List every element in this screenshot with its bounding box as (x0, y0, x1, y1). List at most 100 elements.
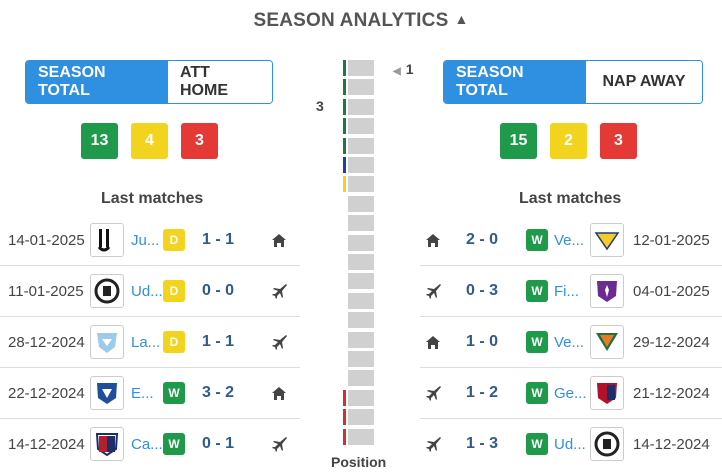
match-row[interactable]: 1 - 3 W Ud... 14-12-2024 (424, 419, 719, 469)
row-divider (420, 265, 722, 266)
position-zone-marker (343, 98, 346, 115)
match-date: 14-12-2024 (8, 435, 85, 453)
position-slot (348, 157, 374, 173)
left-losses-badge: 3 (181, 123, 218, 159)
position-slot (348, 195, 374, 212)
team-name[interactable]: Fi... (554, 282, 579, 300)
match-score: 3 - 2 (202, 384, 235, 401)
position-zone-marker (343, 428, 346, 445)
match-date: 04-01-2025 (633, 282, 710, 300)
position-slot (348, 292, 374, 309)
result-badge: W (526, 433, 548, 455)
result-badge: D (163, 280, 185, 302)
team-logo (90, 325, 124, 359)
team-name[interactable]: La... (131, 333, 161, 351)
position-slot (348, 60, 374, 76)
right-tab-nap-away[interactable]: NAP AWAY (586, 61, 702, 103)
position-title: Position (331, 454, 387, 470)
result-badge: W (163, 433, 185, 455)
match-row[interactable]: 1 - 0 W Ve... 29-12-2024 (424, 317, 719, 367)
team-logo (590, 427, 624, 461)
team-logo (590, 325, 624, 359)
team-name[interactable]: Ca... (131, 435, 163, 453)
arrow-left-icon: ◀ (393, 66, 401, 77)
match-row[interactable]: 14-12-2024 Ca... W 0 - 1 (8, 419, 308, 469)
position-zone-marker (343, 137, 346, 154)
left-draws-badge: 4 (131, 123, 168, 159)
match-row[interactable]: 1 - 2 W Ge... 21-12-2024 (424, 368, 719, 418)
row-divider (0, 316, 300, 317)
match-row[interactable]: 11-01-2025 Ud... D 0 - 0 (8, 266, 308, 316)
match-date: 28-12-2024 (8, 333, 85, 351)
header-title: SEASON ANALYTICS (253, 10, 449, 31)
position-slot (348, 312, 374, 329)
left-tab-att-home[interactable]: ATT HOME (168, 61, 272, 103)
row-divider (0, 265, 300, 266)
team-name[interactable]: Ve... (554, 231, 585, 249)
result-badge: D (163, 331, 185, 353)
row-divider (0, 418, 300, 419)
position-slot (348, 254, 374, 270)
result-badge: W (526, 280, 548, 302)
team-name[interactable]: Ge... (554, 384, 587, 402)
team-logo (90, 223, 124, 257)
position-slot (348, 273, 374, 290)
right-losses-badge: 3 (600, 123, 637, 159)
left-tab-season-total[interactable]: SEASON TOTAL (26, 61, 168, 103)
position-slot (348, 370, 374, 387)
chevron-up-icon: ▲ (454, 11, 469, 27)
right-draws-badge: 2 (550, 123, 587, 159)
match-score: 2 - 0 (466, 231, 499, 248)
match-row[interactable]: 22-12-2024 E... W 3 - 2 (8, 368, 308, 418)
match-row[interactable]: 28-12-2024 La... D 1 - 1 (8, 317, 308, 367)
plane-icon (424, 435, 442, 453)
left-tabs: SEASON TOTAL ATT HOME (25, 60, 273, 104)
match-row[interactable]: 14-01-2025 Ju... D 1 - 1 (8, 215, 308, 265)
team-name[interactable]: Ud... (131, 282, 163, 300)
match-row[interactable]: 0 - 3 W Fi... 04-01-2025 (424, 266, 719, 316)
team-logo (90, 427, 124, 461)
team-name[interactable]: Ju... (131, 231, 160, 249)
right-tab-season-total[interactable]: SEASON TOTAL (444, 61, 586, 103)
match-score: 0 - 1 (202, 435, 235, 452)
season-analytics-header[interactable]: SEASON ANALYTICS ▲ (0, 10, 722, 32)
team-name[interactable]: Ve... (554, 333, 585, 351)
match-score: 1 - 2 (466, 384, 499, 401)
team-name[interactable]: Ud... (554, 435, 586, 453)
team-logo (590, 223, 624, 257)
row-divider (420, 316, 722, 317)
match-score: 0 - 3 (466, 282, 499, 299)
match-row[interactable]: 2 - 0 W Ve... 12-01-2025 (424, 215, 719, 265)
result-badge: W (526, 229, 548, 251)
row-divider (420, 418, 722, 419)
plane-icon (270, 333, 288, 351)
home-icon (270, 231, 288, 249)
team-logo (90, 274, 124, 308)
position-slot (348, 389, 374, 406)
position-zone-marker (343, 118, 346, 135)
position-slot (348, 428, 374, 445)
left-last-matches-title: Last matches (101, 190, 204, 207)
row-divider (0, 367, 300, 368)
position-slot (348, 331, 374, 348)
match-score: 1 - 1 (202, 333, 235, 350)
position-slot (348, 176, 374, 193)
match-date: 12-01-2025 (633, 231, 710, 249)
right-last-matches-title: Last matches (519, 190, 622, 207)
position-slot (348, 118, 374, 135)
result-badge: W (526, 331, 548, 353)
position-slot (348, 215, 374, 232)
match-date: 14-12-2024 (633, 435, 710, 453)
left-record: 13 4 3 (81, 123, 218, 159)
plane-icon (270, 435, 288, 453)
plane-icon (270, 282, 288, 300)
position-zone-marker (343, 176, 346, 193)
team-name[interactable]: E... (131, 384, 154, 402)
left-wins-badge: 13 (81, 123, 118, 159)
right-record: 15 2 3 (500, 123, 637, 159)
match-score: 0 - 0 (202, 282, 235, 299)
right-tabs: SEASON TOTAL NAP AWAY (443, 60, 703, 104)
result-badge: D (163, 229, 185, 251)
right-wins-badge: 15 (500, 123, 537, 159)
match-score: 1 - 1 (202, 231, 235, 248)
